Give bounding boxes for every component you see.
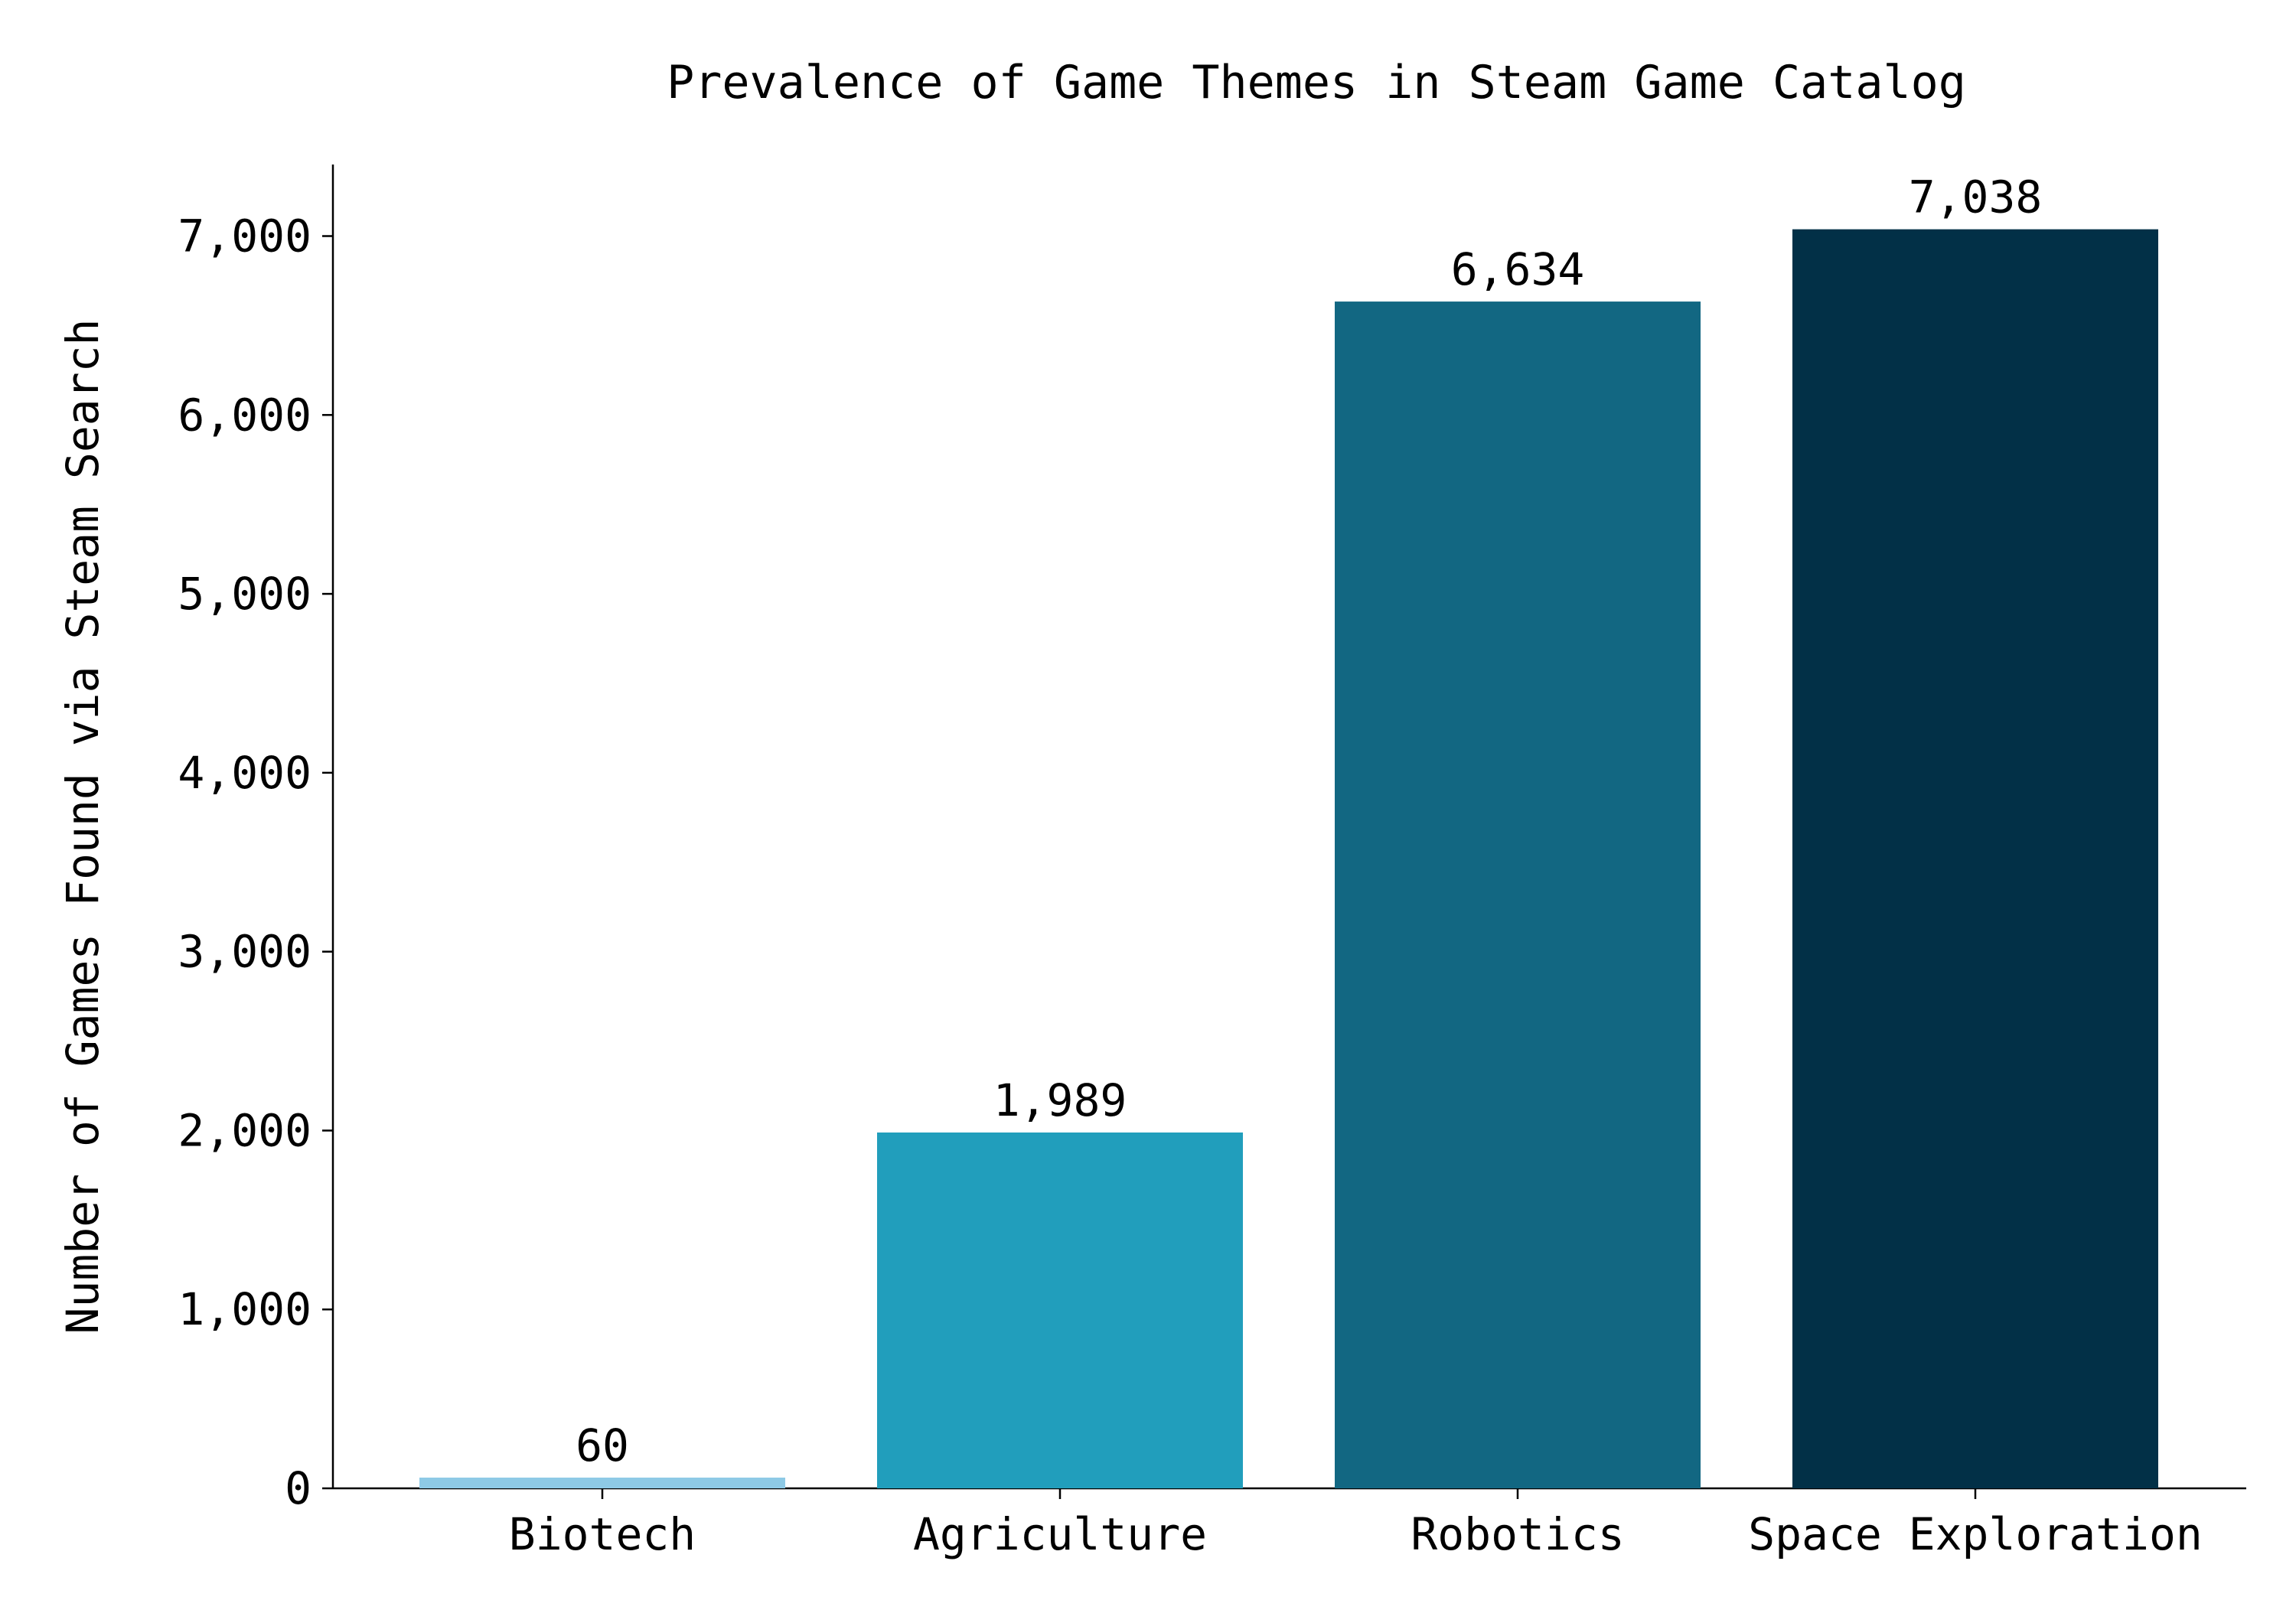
bar-agriculture (877, 1133, 1243, 1488)
x-axis: Biotech Agriculture Robotics Space Explorat… (333, 1487, 2246, 1560)
bar-space-exploration (1792, 229, 2158, 1488)
y-tick-label: 5,000 (178, 568, 311, 620)
y-tick-label: 4,000 (178, 747, 311, 799)
x-tick-label: Agriculture (913, 1508, 1207, 1560)
x-tick-label: Robotics (1411, 1508, 1624, 1560)
x-tick-label: Space Exploration (1748, 1508, 2203, 1560)
bar-value-label: 60 (576, 1419, 629, 1471)
y-tick-label: 1,000 (178, 1283, 311, 1335)
value-labels-group: 60 1,989 6,634 7,038 (576, 171, 2042, 1471)
y-axis: 0 1,000 2,000 3,000 4,000 5,000 6,000 7,000 (178, 165, 334, 1514)
bar-biotech (419, 1477, 785, 1488)
bar-value-label: 7,038 (1909, 171, 2043, 223)
bars-group (419, 229, 2158, 1488)
y-tick-label: 3,000 (178, 926, 311, 978)
bar-robotics (1335, 301, 1701, 1488)
y-tick-label: 7,000 (178, 210, 311, 262)
bar-value-label: 6,634 (1451, 243, 1585, 295)
x-tick-label: Biotech (509, 1508, 696, 1560)
chart-title: Prevalence of Game Themes in Steam Game … (667, 56, 1966, 109)
y-tick-label: 2,000 (178, 1104, 311, 1156)
y-axis-label: Number of Games Found via Steam Search (57, 319, 109, 1335)
bar-value-label: 1,989 (993, 1074, 1127, 1126)
y-tick-label: 6,000 (178, 389, 311, 441)
y-tick-label: 0 (285, 1462, 311, 1514)
